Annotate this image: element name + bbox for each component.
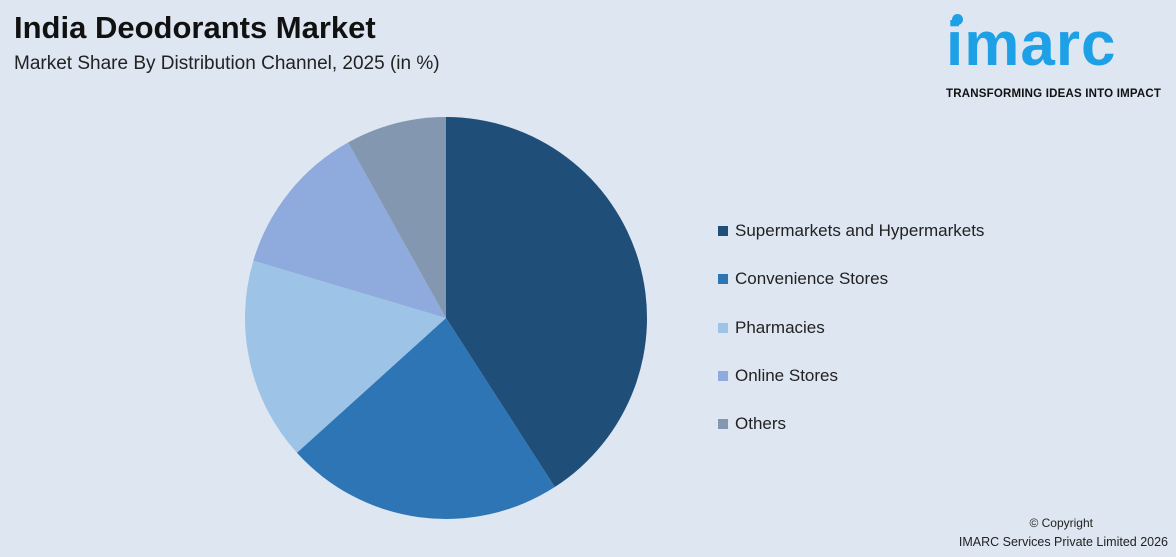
pie-slice-supermarkets-and-hypermarkets bbox=[446, 117, 647, 488]
legend-swatch bbox=[718, 226, 728, 237]
pie-slice-others bbox=[348, 117, 446, 318]
pie-slice-pharmacies bbox=[245, 260, 446, 453]
pie-slice-convenience-stores bbox=[296, 318, 555, 519]
chart-subtitle: Market Share By Distribution Channel, 20… bbox=[14, 53, 440, 74]
logo-text: imarc bbox=[946, 10, 1117, 79]
legend-label: Pharmacies bbox=[735, 317, 825, 337]
copyright: © Copyright bbox=[1029, 516, 1093, 530]
legend-swatch bbox=[718, 274, 728, 285]
legend-item: Others bbox=[718, 400, 984, 448]
legend-label: Online Stores bbox=[735, 366, 838, 386]
logo-dot bbox=[952, 14, 963, 25]
legend-swatch bbox=[718, 419, 728, 430]
legend-item: Supermarkets and Hypermarkets bbox=[718, 207, 984, 255]
legend-label: Supermarkets and Hypermarkets bbox=[735, 221, 985, 241]
legend: Supermarkets and Hypermarkets Convenience… bbox=[718, 207, 984, 448]
legend-swatch bbox=[718, 322, 728, 333]
legend-item: Pharmacies bbox=[718, 304, 984, 352]
logo-tagline: TRANSFORMING IDEAS INTO IMPACT bbox=[946, 88, 1162, 100]
company-name: IMARC Services Private Limited 2026 bbox=[958, 535, 1168, 549]
legend-label: Convenience Stores bbox=[735, 269, 889, 289]
legend-swatch bbox=[718, 371, 728, 382]
imarc-logo: imarc TRANSFORMING IDEAS INTO IMPACT bbox=[946, 12, 1170, 101]
chart-title: India Deodorants Market bbox=[14, 10, 376, 45]
pie-slice-online-stores bbox=[253, 142, 446, 318]
legend-item: Convenience Stores bbox=[718, 255, 984, 303]
logo-word: imarc bbox=[946, 12, 1170, 78]
legend-label: Others bbox=[735, 414, 787, 434]
legend-item: Online Stores bbox=[718, 352, 984, 400]
